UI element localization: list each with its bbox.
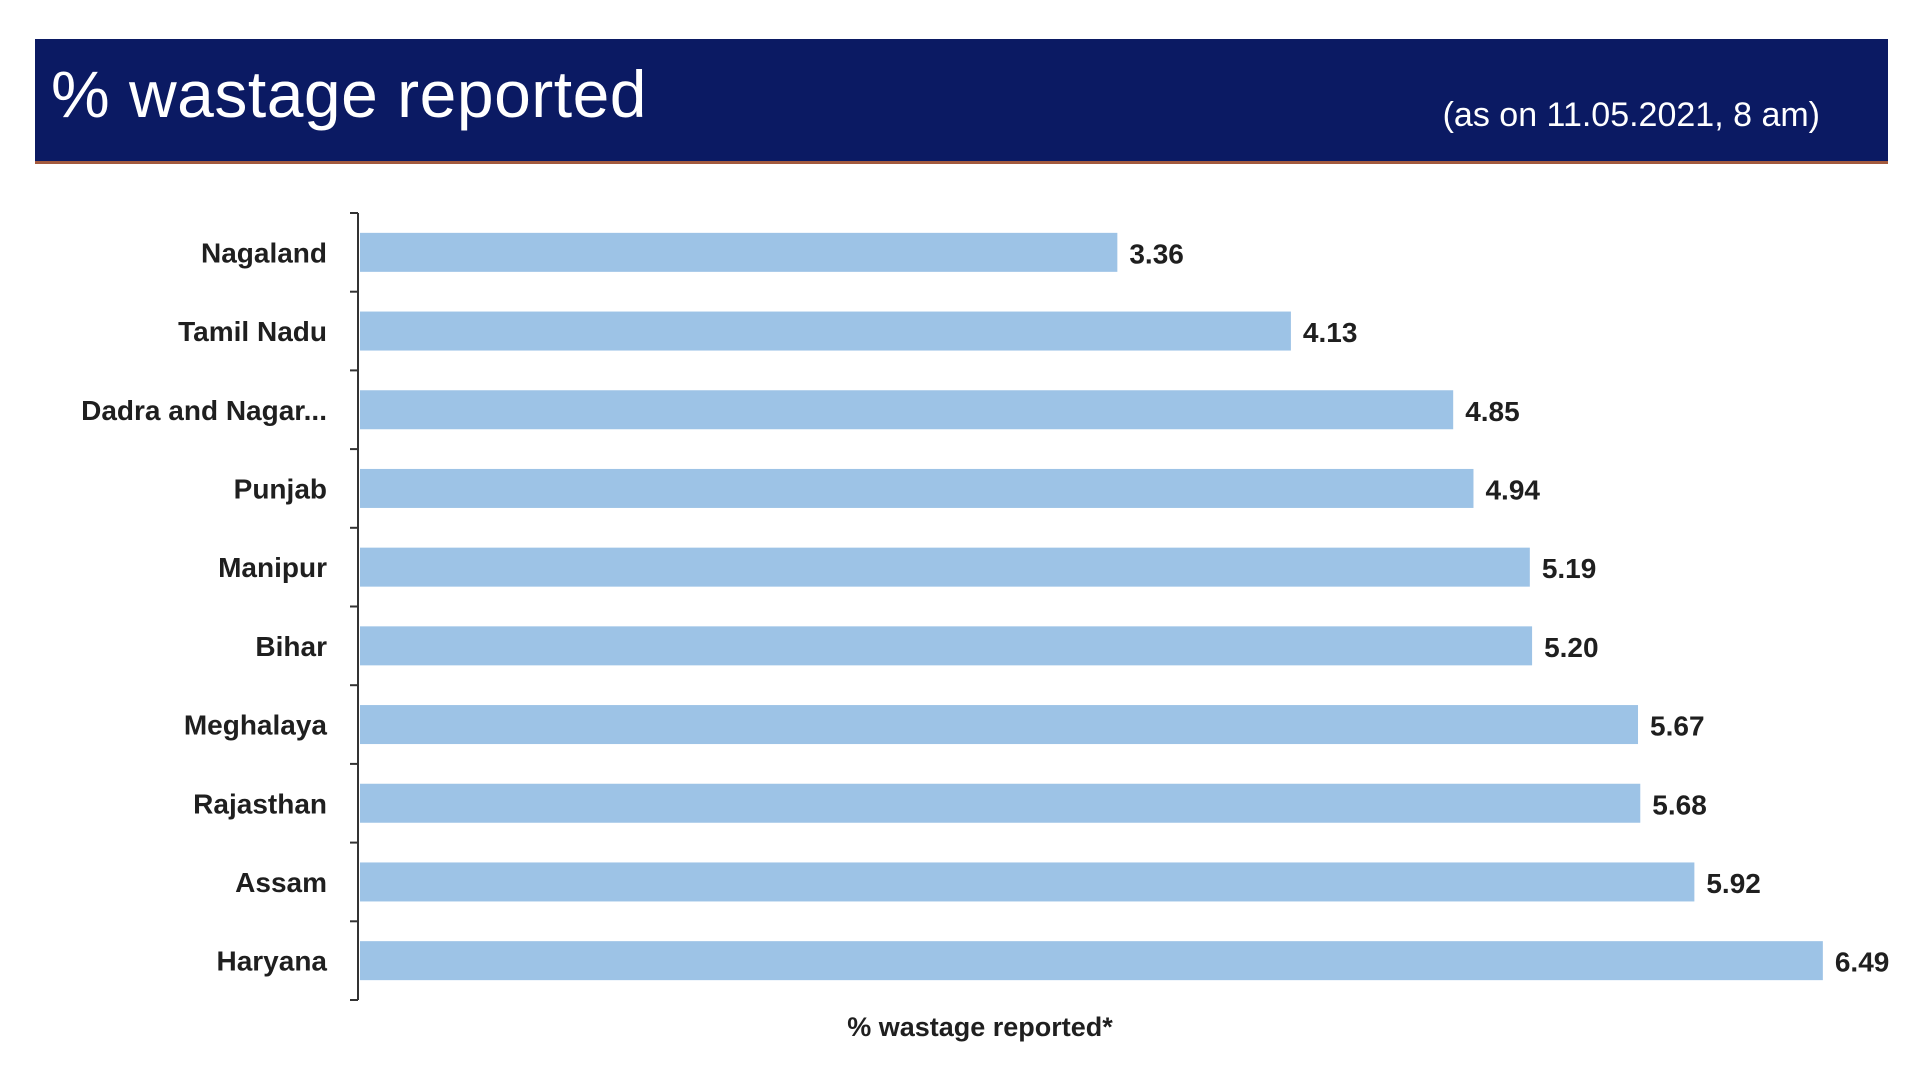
category-label: Manipur [218,552,327,583]
value-label: 3.36 [1129,238,1184,269]
value-label: 4.13 [1303,317,1358,348]
bar [360,232,1118,272]
bar [360,862,1695,902]
bar [360,311,1291,351]
y-axis-ticks [350,212,358,1001]
bar [360,941,1823,981]
category-label: Nagaland [201,237,327,268]
value-label: 5.92 [1706,868,1761,899]
page-title: % wastage reported [51,57,648,131]
value-label: 4.94 [1485,474,1540,505]
category-labels: Nagaland Tamil Nadu Dadra and Nagar... Punj… [81,237,327,976]
bars-group [360,232,1823,981]
bar [360,705,1639,745]
category-label: Assam [235,867,327,898]
value-labels: 3.36 4.13 4.85 4.94 5.19 5.20 5.67 5.68 5.92 6.49 [1129,238,1889,977]
category-label: Dadra and Nagar... [81,395,327,426]
category-label: Rajasthan [193,788,327,819]
category-label: Punjab [234,473,327,504]
value-label: 6.49 [1835,947,1890,978]
category-label: Meghalaya [184,710,328,741]
value-label: 5.67 [1650,711,1705,742]
bar [360,626,1533,666]
value-label: 5.19 [1542,553,1597,584]
bar [360,547,1530,587]
bar [360,468,1474,508]
as-on-date: (as on 11.05.2021, 8 am) [1442,96,1820,134]
category-label: Haryana [216,946,327,977]
bar [360,783,1641,823]
bar [360,390,1454,430]
value-label: 5.20 [1544,632,1599,663]
x-axis-title: % wastage reported* [847,1012,1113,1042]
category-label: Tamil Nadu [178,316,327,347]
value-label: 5.68 [1652,789,1707,820]
value-label: 4.85 [1465,396,1520,427]
category-label: Bihar [255,631,327,662]
header-banner: % wastage reported (as on 11.05.2021, 8 … [35,39,1888,164]
